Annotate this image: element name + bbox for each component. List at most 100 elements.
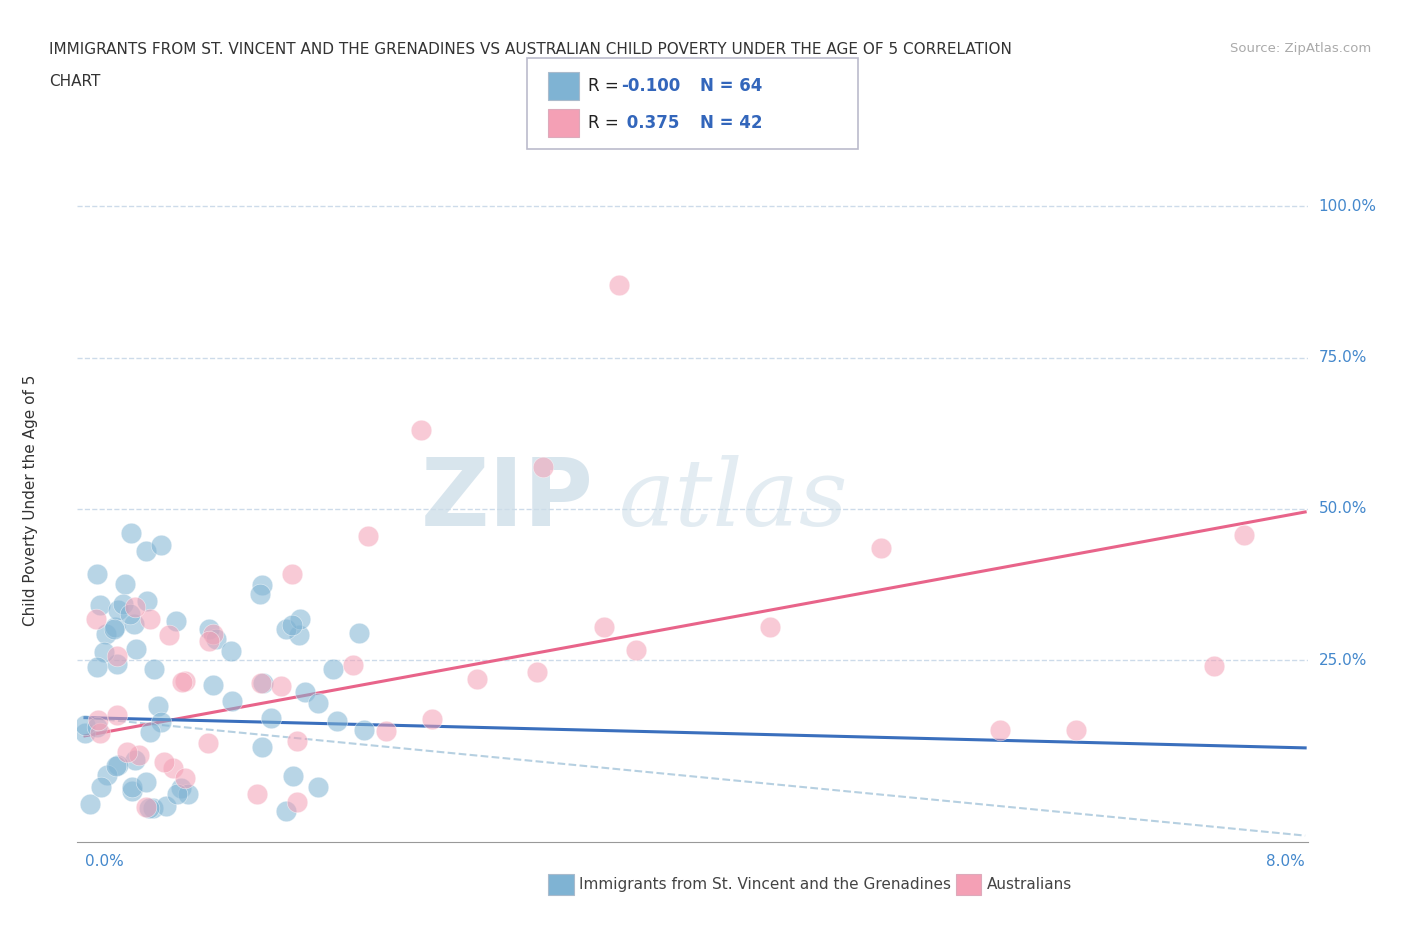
Point xyxy=(125,642,148,657)
Point xyxy=(107,649,129,664)
Point xyxy=(75,717,97,732)
Point xyxy=(86,719,108,734)
Point xyxy=(198,621,221,636)
Text: N = 64: N = 64 xyxy=(700,76,762,95)
Point xyxy=(260,711,283,725)
Point xyxy=(86,566,108,581)
Point xyxy=(326,713,349,728)
Point xyxy=(86,659,108,674)
Point xyxy=(155,798,177,813)
Point xyxy=(281,566,304,581)
Point xyxy=(124,752,146,767)
Point xyxy=(252,578,274,592)
Point xyxy=(162,760,184,775)
Point xyxy=(124,600,146,615)
Text: 100.0%: 100.0% xyxy=(1319,199,1376,214)
Point xyxy=(166,786,188,801)
Point xyxy=(103,621,125,636)
Point xyxy=(104,758,127,773)
Point xyxy=(531,459,554,474)
Point xyxy=(87,712,110,727)
Point xyxy=(592,619,614,634)
Point xyxy=(250,739,273,754)
Point xyxy=(114,577,136,591)
Point xyxy=(197,736,219,751)
Point xyxy=(135,800,157,815)
Point xyxy=(138,801,160,816)
Point xyxy=(1202,658,1225,673)
Point xyxy=(607,278,630,293)
Point xyxy=(1066,723,1088,737)
Point xyxy=(467,671,489,686)
Point xyxy=(353,723,375,737)
Text: -0.100: -0.100 xyxy=(621,76,681,95)
Text: Source: ZipAtlas.com: Source: ZipAtlas.com xyxy=(1230,42,1371,55)
Point xyxy=(374,724,396,738)
Point xyxy=(90,779,112,794)
Point xyxy=(307,696,329,711)
Text: CHART: CHART xyxy=(49,74,101,89)
Point xyxy=(135,774,157,789)
Point xyxy=(157,627,180,642)
Point xyxy=(142,800,165,815)
Point xyxy=(121,784,143,799)
Point xyxy=(204,631,226,646)
Point xyxy=(143,661,166,676)
Point xyxy=(128,748,150,763)
Point xyxy=(115,744,138,759)
Point xyxy=(172,675,194,690)
Text: 0.0%: 0.0% xyxy=(84,854,124,869)
Point xyxy=(221,693,243,708)
Text: IMMIGRANTS FROM ST. VINCENT AND THE GRENADINES VS AUSTRALIAN CHILD POVERTY UNDER: IMMIGRANTS FROM ST. VINCENT AND THE GREN… xyxy=(49,42,1012,57)
Text: ZIP: ZIP xyxy=(422,454,595,546)
Point xyxy=(105,657,128,671)
Point xyxy=(356,529,378,544)
Point xyxy=(176,787,198,802)
Point xyxy=(79,796,101,811)
Point xyxy=(283,769,305,784)
Point xyxy=(139,724,162,739)
Point xyxy=(246,787,269,802)
Point xyxy=(89,725,111,740)
Point xyxy=(988,723,1011,737)
Point xyxy=(94,627,117,642)
Point xyxy=(170,780,193,795)
Point xyxy=(270,679,292,694)
Point xyxy=(135,593,157,608)
Point xyxy=(347,626,370,641)
Point xyxy=(153,754,176,769)
Point xyxy=(252,675,274,690)
Point xyxy=(420,712,443,727)
Point xyxy=(290,612,312,627)
Point xyxy=(202,627,225,642)
Point xyxy=(120,525,142,540)
Text: R =: R = xyxy=(588,76,624,95)
Text: Immigrants from St. Vincent and the Grenadines: Immigrants from St. Vincent and the Gren… xyxy=(579,877,952,892)
Point xyxy=(150,538,173,552)
Point xyxy=(174,673,197,688)
Text: atlas: atlas xyxy=(619,455,848,545)
Point xyxy=(342,658,364,672)
Point xyxy=(526,664,548,679)
Point xyxy=(294,684,316,699)
Point xyxy=(93,644,115,659)
Point xyxy=(105,708,128,723)
Point xyxy=(89,597,111,612)
Point xyxy=(409,423,432,438)
Point xyxy=(124,617,146,631)
Point xyxy=(624,643,647,658)
Point xyxy=(103,620,125,635)
Point xyxy=(111,597,134,612)
Text: 75.0%: 75.0% xyxy=(1319,351,1367,365)
Point xyxy=(249,587,271,602)
Point xyxy=(250,675,273,690)
Point xyxy=(276,804,298,818)
Point xyxy=(150,714,173,729)
Point xyxy=(276,621,298,636)
Point xyxy=(870,541,893,556)
Point xyxy=(165,614,187,629)
Point xyxy=(759,619,782,634)
Point xyxy=(173,770,195,785)
Text: 25.0%: 25.0% xyxy=(1319,653,1367,668)
Text: 8.0%: 8.0% xyxy=(1267,854,1305,869)
